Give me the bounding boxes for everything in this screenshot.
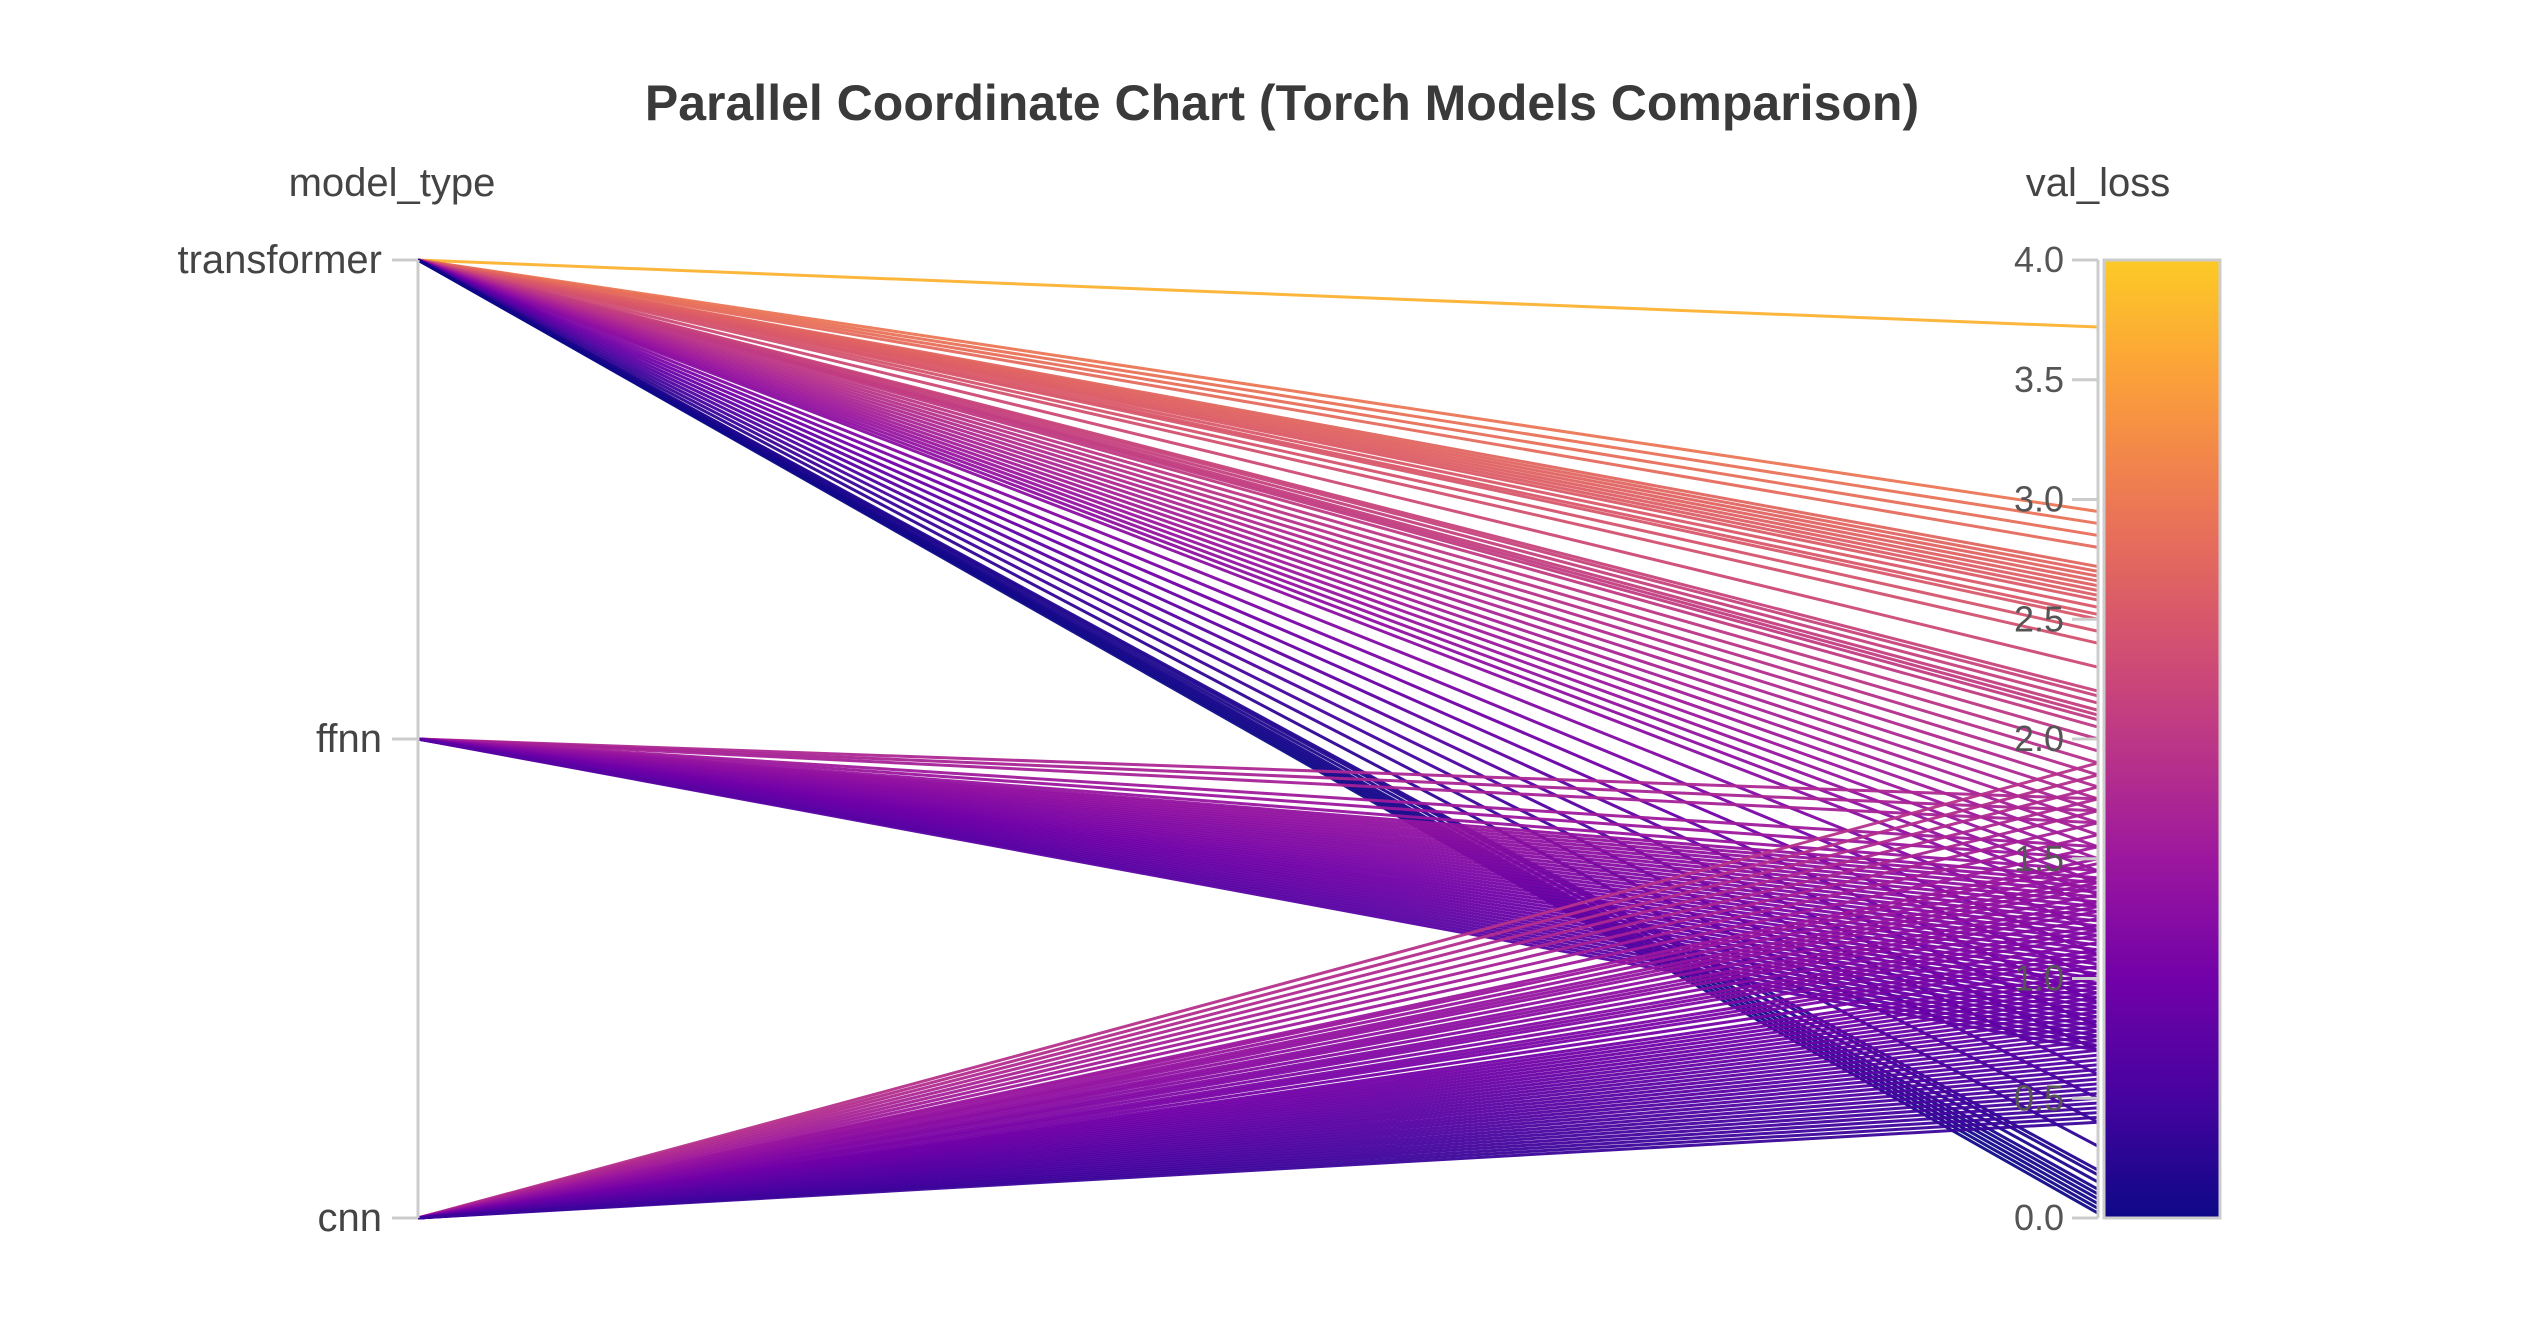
tick-label-val-loss-1.0: 1.0	[2014, 958, 2064, 999]
polyline-transformer-31[interactable]	[417, 258, 2099, 801]
polyline-transformer-32[interactable]	[417, 258, 2099, 813]
polyline-transformer-27[interactable]	[417, 258, 2099, 753]
polyline-transformer-38[interactable]	[417, 258, 2099, 885]
polyline-transformer-17[interactable]	[417, 258, 2099, 645]
polyline-transformer-15[interactable]	[417, 258, 2099, 621]
polyline-transformer-4[interactable]	[417, 258, 2099, 549]
tick-label-val-loss-1.5: 1.5	[2014, 838, 2064, 879]
colorbar[interactable]	[2102, 258, 2222, 1220]
polyline-cnn-4[interactable]	[417, 809, 2099, 1220]
polyline-cnn-2[interactable]	[417, 785, 2099, 1220]
polyline-cnn-6[interactable]	[417, 833, 2099, 1220]
category-label-transformer: transformer	[178, 238, 383, 282]
polyline-transformer-26[interactable]	[417, 258, 2099, 741]
axes-layer: transformer ffnn cnn 0.0 0.5 1.0 1.5 2.0 2.5 3.0 3…	[178, 238, 2222, 1240]
polyline-transformer-16[interactable]	[417, 258, 2099, 633]
tick-label-val-loss-0.0: 0.0	[2014, 1197, 2064, 1238]
category-label-cnn: cnn	[318, 1196, 383, 1240]
polyline-transformer-18[interactable]	[417, 258, 2099, 669]
polyline-cnn-3[interactable]	[417, 797, 2099, 1220]
polyline-cnn-7[interactable]	[417, 845, 2099, 1220]
polyline-transformer-29[interactable]	[417, 258, 2099, 777]
polyline-ffnn-3[interactable]	[417, 737, 2099, 849]
tick-label-val-loss-0.5: 0.5	[2014, 1077, 2064, 1118]
polyline-ffnn-1[interactable]	[417, 737, 2099, 813]
axis-title-model-type[interactable]: model_type	[289, 161, 496, 205]
chart-title: Parallel Coordinate Chart (Torch Models …	[645, 75, 1919, 131]
polyline-transformer-36[interactable]	[417, 258, 2099, 861]
tick-label-val-loss-3.5: 3.5	[2014, 359, 2064, 400]
polyline-transformer-34[interactable]	[417, 258, 2099, 837]
polyline-transformer-0[interactable]	[417, 258, 2099, 329]
polyline-transformer-2[interactable]	[417, 258, 2099, 525]
tick-label-val-loss-4.0: 4.0	[2014, 239, 2064, 280]
polyline-cnn-58[interactable]	[417, 1120, 2099, 1220]
polyline-transformer-25[interactable]	[417, 258, 2099, 729]
polyline-ffnn-0[interactable]	[417, 737, 2099, 801]
tick-label-val-loss-2.5: 2.5	[2014, 598, 2064, 639]
polyline-cnn-5[interactable]	[417, 821, 2099, 1220]
tick-label-val-loss-2.0: 2.0	[2014, 718, 2064, 759]
axis-title-val-loss[interactable]: val_loss	[2026, 161, 2171, 205]
tick-label-val-loss-3.0: 3.0	[2014, 479, 2064, 520]
polyline-transformer-41[interactable]	[417, 258, 2099, 932]
polyline-transformer-1[interactable]	[417, 258, 2099, 513]
polyline-transformer-33[interactable]	[417, 258, 2099, 825]
polylines-layer	[417, 258, 2099, 1220]
polyline-transformer-35[interactable]	[417, 258, 2099, 849]
polyline-cnn-1[interactable]	[417, 773, 2099, 1220]
polyline-cnn-0[interactable]	[417, 761, 2099, 1220]
polyline-transformer-3[interactable]	[417, 258, 2099, 537]
polyline-transformer-37[interactable]	[417, 258, 2099, 873]
polyline-ffnn-2[interactable]	[417, 737, 2099, 825]
polyline-transformer-30[interactable]	[417, 258, 2099, 789]
category-label-ffnn: ffnn	[316, 717, 382, 761]
polyline-transformer-28[interactable]	[417, 258, 2099, 765]
